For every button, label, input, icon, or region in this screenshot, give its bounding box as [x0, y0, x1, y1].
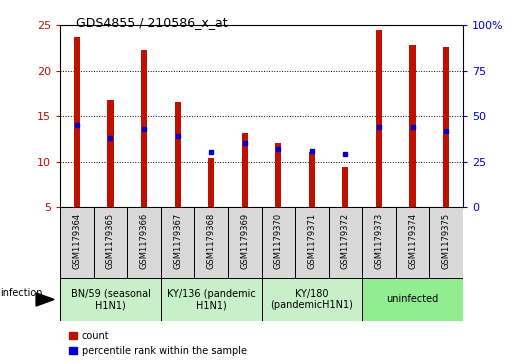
- Bar: [175, 102, 180, 207]
- Bar: [141, 50, 147, 207]
- Bar: [107, 100, 113, 207]
- Bar: [228, 207, 262, 278]
- Text: GSM1179371: GSM1179371: [308, 213, 316, 269]
- Bar: [295, 207, 328, 278]
- Text: KY/180
(pandemicH1N1): KY/180 (pandemicH1N1): [270, 289, 353, 310]
- Bar: [309, 152, 315, 207]
- Text: GSM1179375: GSM1179375: [441, 213, 451, 269]
- Bar: [429, 207, 463, 278]
- Text: GSM1179374: GSM1179374: [408, 213, 417, 269]
- Legend: count, percentile rank within the sample: count, percentile rank within the sample: [65, 327, 251, 359]
- Bar: [195, 207, 228, 278]
- Bar: [376, 30, 382, 207]
- Polygon shape: [36, 293, 54, 306]
- Text: GSM1179368: GSM1179368: [207, 213, 215, 269]
- Text: GSM1179373: GSM1179373: [374, 213, 383, 269]
- Bar: [127, 207, 161, 278]
- Bar: [443, 47, 449, 207]
- Bar: [410, 45, 416, 207]
- Text: GSM1179370: GSM1179370: [274, 213, 283, 269]
- Bar: [328, 207, 362, 278]
- Bar: [60, 207, 94, 278]
- Text: GSM1179372: GSM1179372: [341, 213, 350, 269]
- Text: KY/136 (pandemic
H1N1): KY/136 (pandemic H1N1): [167, 289, 256, 310]
- Text: GSM1179364: GSM1179364: [72, 213, 82, 269]
- Bar: [262, 207, 295, 278]
- Bar: [362, 207, 396, 278]
- Bar: [161, 207, 195, 278]
- Bar: [60, 278, 161, 321]
- Bar: [208, 158, 214, 207]
- Text: infection: infection: [0, 288, 42, 298]
- Text: BN/59 (seasonal
H1N1): BN/59 (seasonal H1N1): [71, 289, 151, 310]
- Text: uninfected: uninfected: [386, 294, 439, 305]
- Bar: [275, 143, 281, 207]
- Text: GSM1179369: GSM1179369: [240, 213, 249, 269]
- Text: GSM1179366: GSM1179366: [140, 213, 149, 269]
- Bar: [362, 278, 463, 321]
- Text: GSM1179367: GSM1179367: [173, 213, 182, 269]
- Bar: [74, 37, 80, 207]
- Bar: [396, 207, 429, 278]
- Text: GDS4855 / 210586_x_at: GDS4855 / 210586_x_at: [76, 16, 228, 29]
- Bar: [94, 207, 127, 278]
- Bar: [262, 278, 362, 321]
- Bar: [343, 167, 348, 207]
- Bar: [242, 133, 248, 207]
- Bar: [161, 278, 262, 321]
- Text: GSM1179365: GSM1179365: [106, 213, 115, 269]
